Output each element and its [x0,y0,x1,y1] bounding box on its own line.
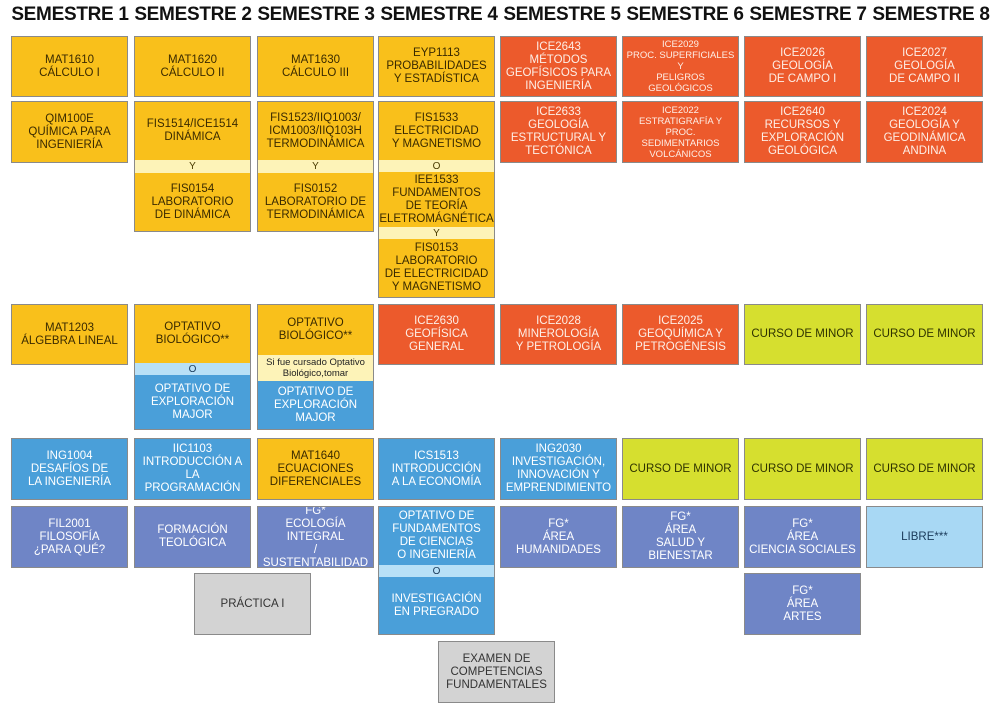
semester-3-header: SEMESTRE 3 [257,4,375,25]
or-separator: O [379,565,494,577]
course-iic1103: IIC1103 INTRODUCCIÓN A LA PROGRAMACIÓN [134,438,251,500]
course-group-fis1523: FIS1523/IIQ1003/ ICM1003/IIQ103H TERMODI… [257,101,374,232]
course-ice2029: ICE2029 PROC. SUPERFICIALES Y PELIGROS G… [622,36,739,97]
and-separator: Y [135,160,250,173]
course-ics1513: ICS1513 INTRODUCCIÓN A LA ECONOMÍA [378,438,495,500]
course-ice2026: ICE2026 GEOLOGÍA DE CAMPO I [744,36,861,97]
course-optativo-exploracion: OPTATIVO DE EXPLORACIÓN MAJOR [258,381,373,429]
or-separator: O [135,363,250,375]
course-examen-competencias: EXAMEN DE COMPETENCIAS FUNDAMENTALES [438,641,555,703]
course-ice2028: ICE2028 MINEROLOGÍA Y PETROLOGÍA [500,304,617,365]
course-minor: CURSO DE MINOR [866,438,983,500]
course-optativo-fundamentos: OPTATIVO DE FUNDAMENTOS DE CIENCIAS O IN… [379,507,494,565]
course-mat1620: MAT1620 CÁLCULO II [134,36,251,97]
course-formacion-teologica: FORMACIÓN TEOLÓGICA [134,506,251,568]
course-optativo-biologico: OPTATIVO BIOLÓGICO** [258,305,373,355]
course-fg-ecologia: FG* ECOLOGÍA INTEGRAL / SUSTENTABILIDAD [257,506,374,568]
course-eyp1113: EYP1113 PROBABILIDADES Y ESTADÍSTICA [378,36,495,97]
course-fil2001: FIL2001 FILOSOFÍA ¿PARA QUÉ? [11,506,128,568]
course-fis0154: FIS0154 LABORATORIO DE DINÁMICA [135,173,250,231]
and-separator: Y [379,227,494,239]
course-ice2633: ICE2633 GEOLOGÍA ESTRUCTURAL Y TECTÓNICA [500,101,617,163]
course-minor: CURSO DE MINOR [744,304,861,365]
course-fis1533: FIS1533 ELECTRICIDAD Y MAGNETISMO [379,102,494,160]
semester-1-header: SEMESTRE 1 [11,4,129,25]
course-group-fis1533: FIS1533 ELECTRICIDAD Y MAGNETISMO O IEE1… [378,101,495,298]
course-ing1004: ING1004 DESAFÍOS DE LA INGENIERÍA [11,438,128,500]
course-ice2643: ICE2643 MÉTODOS GEOFÍSICOS PARA INGENIER… [500,36,617,97]
or-separator: O [379,160,494,172]
semester-7-header: SEMESTRE 7 [749,4,867,25]
course-mat1630: MAT1630 CÁLCULO III [257,36,374,97]
course-qim100e: QIM100E QUÍMICA PARA INGENIERÍA [11,101,128,163]
course-practica-i: PRÁCTICA I [194,573,311,635]
course-ice2022: ICE2022 ESTRATIGRAFÍA Y PROC. SEDIMENTAR… [622,101,739,163]
course-mat1640: MAT1640 ECUACIONES DIFERENCIALES [257,438,374,500]
course-libre: LIBRE*** [866,506,983,568]
course-minor: CURSO DE MINOR [744,438,861,500]
note-text: Si fue cursado Optativo Biológico,tomar [258,355,373,381]
course-fis0153: FIS0153 LABORATORIO DE ELECTRICIDAD Y MA… [379,239,494,297]
course-fg-salud: FG* ÁREA SALUD Y BIENESTAR [622,506,739,568]
course-fis0152: FIS0152 LABORATORIO DE TERMODINÁMICA [258,173,373,231]
course-fg-artes: FG* ÁREA ARTES [744,573,861,635]
course-optativo-biologico: OPTATIVO BIOLÓGICO** [135,305,250,363]
and-separator: Y [258,160,373,173]
course-group-fis1514: FIS1514/ICE1514 DINÁMICA Y FIS0154 LABOR… [134,101,251,232]
course-mat1203: MAT1203 ÁLGEBRA LINEAL [11,304,128,365]
semester-5-header: SEMESTRE 5 [503,4,621,25]
course-mat1610: MAT1610 CÁLCULO I [11,36,128,97]
course-ice2025: ICE2025 GEOQUÍMICA Y PETROGÉNESIS [622,304,739,365]
course-ice2024: ICE2024 GEOLOGÍA Y GEODINÁMICA ANDINA [866,101,983,163]
course-ice2630: ICE2630 GEOFÍSICA GENERAL [378,304,495,365]
course-iee1533: IEE1533 FUNDAMENTOS DE TEORÍA ELETROMÁGN… [379,172,494,227]
semester-8-header: SEMESTRE 8 [872,4,990,25]
course-ing2030: ING2030 INVESTIGACIÓN, INNOVACIÓN Y EMPR… [500,438,617,500]
course-group-optativo-4: OPTATIVO DE FUNDAMENTOS DE CIENCIAS O IN… [378,506,495,635]
course-fis1523: FIS1523/IIQ1003/ ICM1003/IIQ103H TERMODI… [258,102,373,160]
semester-2-header: SEMESTRE 2 [134,4,252,25]
course-fis1514: FIS1514/ICE1514 DINÁMICA [135,102,250,160]
course-minor: CURSO DE MINOR [866,304,983,365]
course-minor: CURSO DE MINOR [622,438,739,500]
course-ice2027: ICE2027 GEOLOGÍA DE CAMPO II [866,36,983,97]
semester-4-header: SEMESTRE 4 [380,4,498,25]
course-optativo-exploracion: OPTATIVO DE EXPLORACIÓN MAJOR [135,375,250,429]
course-ice2640: ICE2640 RECURSOS Y EXPLORACIÓN GEOLÓGICA [744,101,861,163]
course-investigacion-pregrado: INVESTIGACIÓN EN PREGRADO [379,577,494,634]
semester-6-header: SEMESTRE 6 [626,4,744,25]
course-group-optativo-3: OPTATIVO BIOLÓGICO** Si fue cursado Opta… [257,304,374,430]
course-fg-humanidades: FG* ÁREA HUMANIDADES [500,506,617,568]
course-fg-ciencia-sociales: FG* ÁREA CIENCIA SOCIALES [744,506,861,568]
course-group-optativo-2: OPTATIVO BIOLÓGICO** O OPTATIVO DE EXPLO… [134,304,251,430]
